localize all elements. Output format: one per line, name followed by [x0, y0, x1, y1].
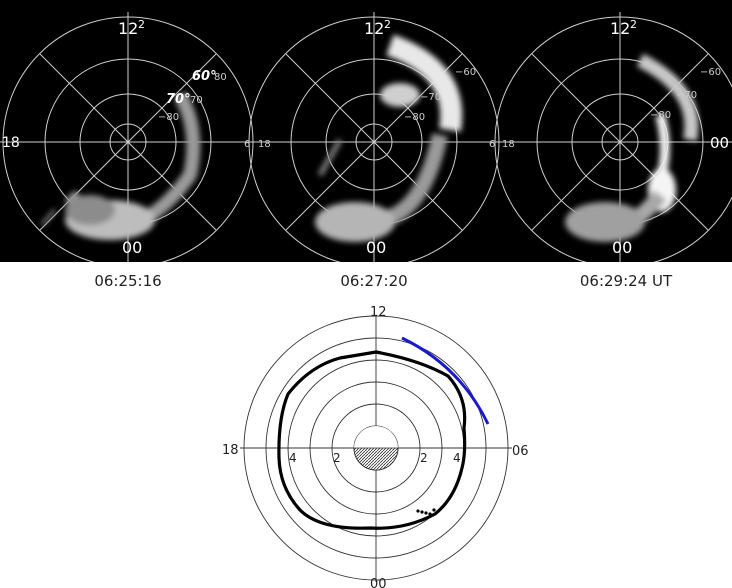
panel-2-noon-label: 12 [364, 19, 384, 38]
panel-3-timestamp: 06:29:24 UT [579, 272, 673, 290]
polar-dawn-label: 06 [512, 444, 529, 459]
panel-3: 12 2 18 00 00 −60 −70 −80 [494, 12, 732, 262]
panel-1-dusk-label: 18 [2, 135, 20, 151]
panel-1-aurora [40, 91, 201, 240]
radial-label-right-4: 4 [453, 451, 461, 465]
polar-noon-label: 12 [370, 305, 387, 320]
panel-1-lat-70-label: 70° [166, 92, 191, 107]
panel-2-lat-60-label: −60 [455, 67, 476, 78]
panel-3-dawn-label: 00 [710, 134, 729, 152]
panel-1: 12 2 18 6 00 60° 80 70° 70 −80 [0, 12, 255, 262]
panel-2-noon-sup: 2 [384, 18, 391, 31]
auroral-image-panels: 12 2 18 6 00 60° 80 70° 70 −80 12 2 18 6… [0, 0, 732, 262]
panel-3-noon-label: 12 [610, 19, 630, 38]
panel-2-dawn-label: 6 [489, 139, 495, 150]
panel-3-lat-70-label: −70 [676, 90, 697, 101]
nightside-hatched-region [353, 447, 399, 471]
radial-label-left-4: 4 [289, 451, 297, 465]
panel-3-dusk-label: 18 [502, 139, 515, 150]
panel-1-lat-80-label: −80 [158, 112, 179, 123]
radial-label-left-2: 2 [333, 451, 341, 465]
panel-1-timestamp: 06:25:16 [94, 272, 162, 290]
panel-3-aurora [565, 53, 699, 242]
polar-dusk-label: 18 [222, 443, 239, 458]
polar-oval-plot: 12 06 18 00 2 4 2 4 [222, 305, 529, 588]
dayside-hatched-region [354, 426, 398, 448]
panel-2: 12 2 18 6 00 −60 −70 −80 [248, 12, 500, 262]
radial-label-right-2: 2 [420, 451, 428, 465]
panel-1-dawn-label: 6 [244, 139, 250, 150]
panel-1-lat-60-label: 60° [192, 69, 217, 84]
blue-arc [401, 336, 490, 425]
panel-2-timestamp: 06:27:20 [340, 272, 408, 290]
panel-1-lat-80-label-a: 80 [214, 72, 227, 83]
oval-dotted-segment [416, 508, 436, 516]
polar-midnight-label: 00 [370, 577, 387, 588]
panel-1-noon-label: 12 [118, 19, 138, 38]
panel-3-lat-60-label: −60 [700, 67, 721, 78]
panel-1-midnight-label: 00 [122, 238, 142, 257]
panel-3-lat-80-label: −80 [650, 110, 671, 121]
panel-1-noon-sup: 2 [138, 18, 145, 31]
panel-2-lat-70-label: −70 [420, 92, 441, 103]
panel-2-aurora [315, 34, 463, 242]
panel-2-lat-80-label: −80 [404, 112, 425, 123]
oval-boundary-curve [277, 350, 467, 530]
panel-1-lat-70-small: 70 [190, 95, 203, 106]
panel-3-noon-sup: 2 [630, 18, 637, 31]
panel-2-midnight-label: 00 [366, 238, 386, 257]
panel-2-dusk-label: 18 [258, 139, 271, 150]
panel-3-midnight-label: 00 [612, 238, 632, 257]
